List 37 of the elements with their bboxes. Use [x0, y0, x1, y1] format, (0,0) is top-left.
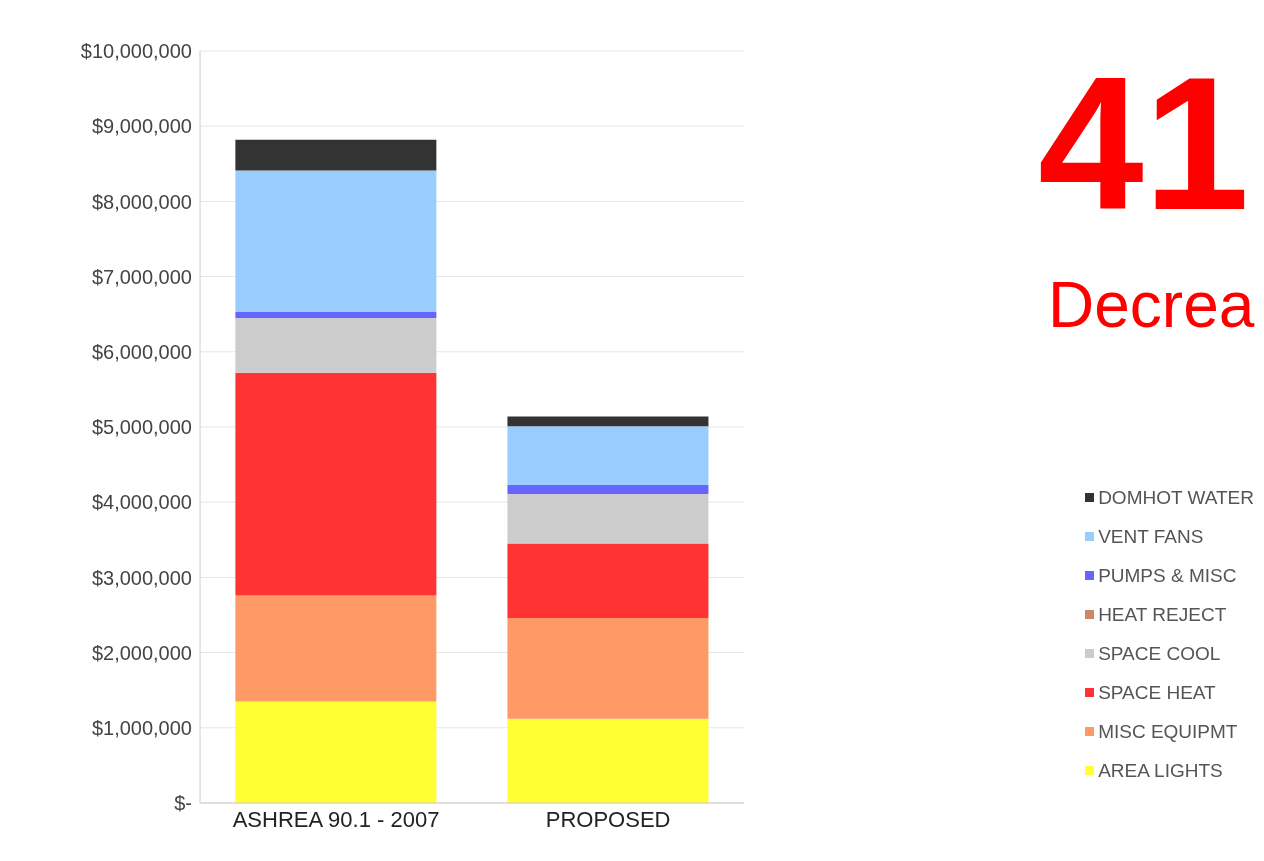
text: Decrea	[1048, 269, 1255, 341]
x-tick-label: ASHREA 90.1 - 2007	[232, 806, 440, 832]
legend-label: MISC EQUIPMT	[1098, 720, 1238, 743]
legend-label: PUMPS & MISC	[1098, 564, 1237, 587]
legend-label: AREA LIGHTS	[1098, 759, 1223, 782]
bar	[507, 618, 709, 719]
bar	[235, 372, 437, 596]
bar	[507, 543, 709, 619]
bar	[235, 595, 437, 702]
bar	[235, 139, 437, 171]
legend-label: DOMHOT WATER	[1098, 486, 1254, 509]
y-tick-label: $1,000,000	[91, 716, 192, 739]
bar	[235, 317, 437, 373]
y-tick-label: $3,000,000	[91, 566, 192, 589]
bar	[507, 426, 709, 485]
y-tick-label: $2,000,000	[91, 641, 192, 664]
bar	[507, 416, 709, 427]
y-tick-label: $7,000,000	[91, 265, 192, 288]
y-tick-label: $4,000,000	[91, 491, 192, 514]
bar	[507, 718, 709, 803]
legend-label: HEAT REJECT	[1098, 603, 1227, 626]
y-tick-label: $9,000,000	[91, 115, 192, 138]
legend-label: SPACE COOL	[1098, 642, 1221, 665]
y-tick-label: $8,000,000	[91, 190, 192, 213]
y-tick-label: $-	[174, 792, 192, 815]
bar	[235, 701, 437, 803]
legend-label: VENT FANS	[1098, 525, 1204, 548]
text: 41	[1038, 37, 1250, 249]
y-tick-label: $10,000,000	[80, 40, 192, 63]
y-tick-label: $5,000,000	[91, 416, 192, 439]
x-tick-label: PROPOSED	[545, 806, 671, 832]
legend-label: SPACE HEAT	[1098, 681, 1216, 704]
bar	[507, 484, 709, 494]
bar	[235, 311, 437, 318]
bar	[507, 493, 709, 544]
y-tick-label: $6,000,000	[91, 340, 192, 363]
bar	[235, 170, 437, 312]
